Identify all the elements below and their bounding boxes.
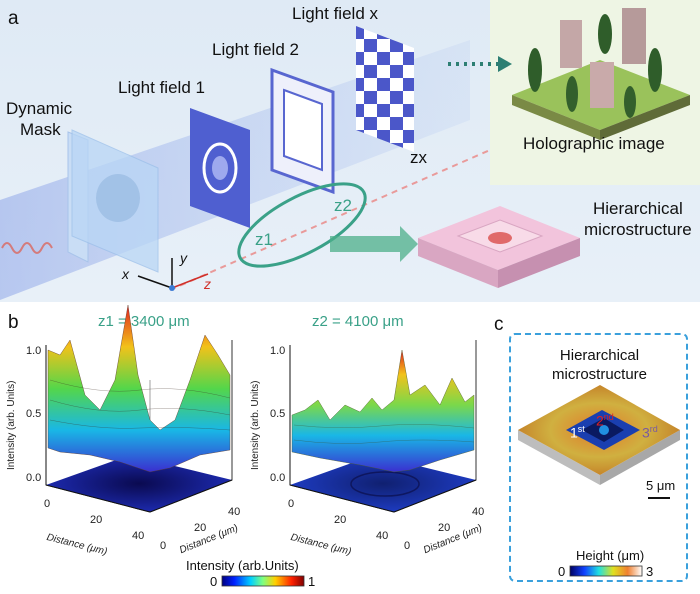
panel-c-letter: c: [494, 314, 504, 336]
level-3-suffix: rd: [650, 424, 658, 434]
plot-2-intensity-label: Intensity (arb. Units): [250, 310, 261, 470]
light-field-2-inner: [284, 90, 322, 170]
plot-1: [46, 305, 232, 512]
plot-2-floor: [290, 455, 476, 512]
panel-a-letter: a: [8, 8, 19, 30]
plot-2-x-tick-0: 0: [288, 498, 294, 510]
plot-2-z-tick-top: 1.0: [270, 345, 285, 357]
plot-2-z-tick-mid: 0.5: [270, 408, 285, 420]
plot-2: [290, 340, 476, 512]
intensity-colorbar-min: 0: [210, 574, 217, 589]
height-colorbar-label: Height (μm): [576, 548, 644, 563]
plot-2-floor-ring: [351, 472, 419, 496]
plot-1-title: z1 = 3400 μm: [98, 313, 190, 330]
microstructure-center: [488, 232, 512, 244]
axis-y-label: y: [180, 250, 187, 266]
dynamic-mask-label-line-1: Dynamic: [6, 98, 72, 119]
plot-2-y-tick-20: 20: [438, 522, 450, 534]
level-2-number: 2: [596, 413, 604, 429]
level-1-number: 1: [570, 425, 578, 441]
plot-2-x-axis: [290, 485, 394, 512]
plot-2-y-tick-40: 40: [472, 506, 484, 518]
plot-1-back-left-wall: [46, 345, 150, 512]
plot-1-contours: [50, 380, 230, 430]
level-3-label: 3rd: [642, 424, 658, 441]
plot-2-surface: [292, 350, 474, 472]
plot-1-surface: [48, 305, 230, 472]
plot-2-x-tick-40: 40: [376, 530, 388, 542]
dynamic-mask-label: Dynamic Mask: [6, 98, 72, 140]
plot-1-y-tick-20: 20: [194, 522, 206, 534]
plot-1-x-axis: [46, 485, 150, 512]
plot-1-back-right-wall: [150, 340, 232, 512]
holographic-image-label: Holographic image: [523, 134, 665, 154]
light-field-x-plane: [356, 26, 414, 152]
light-field-2-label: Light field 2: [212, 40, 299, 60]
plot-1-z-tick-top: 1.0: [26, 345, 41, 357]
height-colorbar-max: 3: [646, 564, 653, 579]
holographic-tree-1: [528, 48, 542, 92]
axis-x-label: x: [122, 266, 129, 282]
holographic-building-2: [622, 8, 646, 64]
scale-bar-label: 5 μm: [646, 478, 675, 493]
panel-c-title: Hierarchical microstructure: [552, 346, 647, 384]
level-1-label: 1st: [570, 424, 585, 441]
plot-2-x-tick-20: 20: [334, 514, 346, 526]
intensity-colorbar-max: 1: [308, 574, 315, 589]
plot-1-z-tick-bottom: 0.0: [26, 472, 41, 484]
dynamic-mask-label-line-2: Mask: [6, 119, 72, 140]
zx-label: zx: [410, 148, 427, 168]
light-field-1-label: Light field 1: [118, 78, 205, 98]
hierarchical-microstructure-label-line-1: Hierarchical: [584, 198, 692, 219]
intensity-colorbar-label: Intensity (arb.Units): [186, 558, 299, 573]
light-field-x-label: Light field x: [292, 4, 378, 24]
plot-2-contours: [294, 424, 474, 443]
plot-1-x-label: Distance (μm): [45, 532, 108, 558]
axis-z-label: z: [204, 276, 211, 292]
level-1-suffix: st: [578, 424, 585, 434]
holographic-tree-5: [624, 86, 636, 118]
plot-1-floor: [46, 455, 232, 512]
plot-2-y-tick-0: 0: [404, 540, 410, 552]
intensity-colorbar: [222, 576, 304, 586]
level-3-number: 3: [642, 425, 650, 441]
panel-a: a Dynamic Mask Light field 1 Light field…: [0, 0, 700, 302]
axis-origin: [169, 285, 175, 291]
height-colorbar-min: 0: [558, 564, 565, 579]
plot-2-y-label: Distance (μm): [422, 523, 484, 556]
axis-x-line: [138, 276, 172, 288]
plot-1-y-label: Distance (μm): [178, 523, 240, 556]
panel-c-title-line-1: Hierarchical: [552, 346, 647, 365]
plot-1-intensity-label: Intensity (arb. Units): [6, 310, 17, 470]
holographic-building-3: [590, 62, 614, 108]
plot-1-y-tick-0: 0: [160, 540, 166, 552]
holographic-building-1: [560, 20, 582, 68]
z1-label: z1: [255, 230, 273, 250]
dynamic-mask-pattern: [96, 174, 140, 222]
plot-2-title: z2 = 4100 μm: [312, 313, 404, 330]
plot-1-y-axis: [150, 480, 232, 512]
axis-z-line: [172, 274, 208, 288]
plot-2-y-axis: [394, 480, 476, 512]
holographic-tree-2: [598, 14, 612, 54]
hierarchical-microstructure-label: Hierarchical microstructure: [584, 198, 692, 240]
plot-1-y-tick-40: 40: [228, 506, 240, 518]
light-field-1-core: [212, 156, 228, 180]
hierarchical-microstructure-label-line-2: microstructure: [584, 219, 692, 240]
plot-2-back-left-wall: [290, 345, 394, 512]
plot-1-x-tick-20: 20: [90, 514, 102, 526]
level-2-suffix: nd: [604, 412, 614, 422]
plot-2-z-tick-bottom: 0.0: [270, 472, 285, 484]
level-2-label: 2nd: [596, 412, 614, 429]
arrow-to-hologram-head: [498, 56, 512, 72]
z2-label: z2: [334, 196, 352, 216]
plot-1-z-tick-mid: 0.5: [26, 408, 41, 420]
holographic-tree-4: [566, 76, 578, 112]
panel-c-title-line-2: microstructure: [552, 365, 647, 384]
holographic-tree-3: [648, 48, 662, 92]
plot-2-back-right-wall: [394, 340, 476, 512]
plot-1-x-tick-40: 40: [132, 530, 144, 542]
plot-2-x-label: Distance (μm): [289, 532, 352, 558]
plot-1-x-tick-0: 0: [44, 498, 50, 510]
